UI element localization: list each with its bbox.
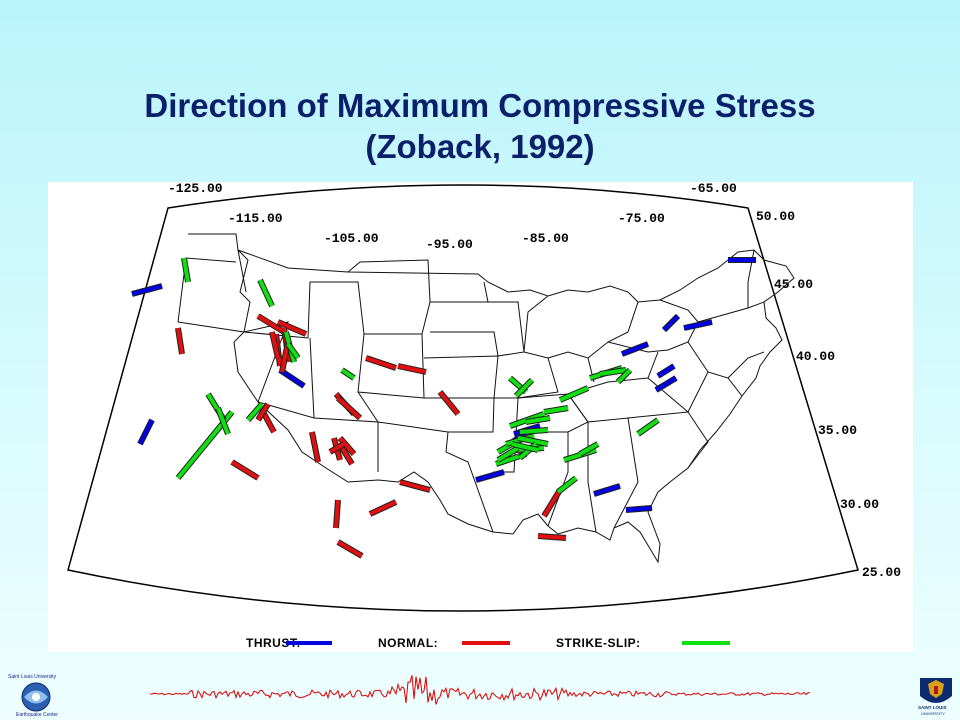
strike-slip-indicator xyxy=(616,368,632,384)
slide-title: Direction of Maximum Compressive Stress xyxy=(144,87,816,124)
strike-slip-indicator xyxy=(556,476,578,494)
lon-label: -75.00 xyxy=(618,211,665,226)
thrust-indicator xyxy=(475,470,505,482)
normal-indicator xyxy=(369,500,397,516)
right-logo-text-bottom: UNIVERSITY xyxy=(921,711,945,716)
strike-slip-indicator xyxy=(514,378,534,398)
normal-indicator xyxy=(310,431,320,463)
strike-slip-indicator xyxy=(182,257,190,283)
lon-label: -125.00 xyxy=(168,182,223,196)
normal-indicator xyxy=(277,320,307,336)
thrust-indicator xyxy=(138,419,154,445)
normal-indicator xyxy=(176,327,184,355)
strike-slip-indicator xyxy=(258,279,274,307)
thrust-indicator xyxy=(683,320,713,330)
normal-indicator xyxy=(270,331,280,359)
lon-label: -115.00 xyxy=(228,211,283,226)
lat-label: 40.00 xyxy=(796,349,835,364)
strike-slip-indicator xyxy=(511,442,539,452)
lon-label: -65.00 xyxy=(690,182,737,196)
strike-slip-indicator xyxy=(216,407,230,435)
thrust-indicator xyxy=(625,506,653,512)
strike-slip-indicator xyxy=(286,342,300,360)
thrust-indicator xyxy=(662,314,680,332)
thrust-indicator xyxy=(621,342,649,356)
thrust-indicator xyxy=(131,284,163,296)
normal-indicator xyxy=(256,402,270,422)
thrust-indicator xyxy=(656,364,676,378)
lat-label: 50.00 xyxy=(756,209,795,224)
strike-slip-indicator xyxy=(563,448,597,462)
strike-slip-indicator xyxy=(543,406,569,414)
lon-label: -105.00 xyxy=(324,231,379,246)
normal-indicator xyxy=(399,480,431,492)
stress-map: -125.00 -115.00 -105.00 -95.00 -85.00 -7… xyxy=(67,182,901,650)
lat-label: 35.00 xyxy=(818,423,857,438)
strike-slip-indicator xyxy=(559,386,589,402)
state-boundaries xyxy=(177,233,795,564)
slide-subtitle: (Zoback, 1992) xyxy=(365,128,595,165)
seismogram-trace xyxy=(150,675,810,705)
normal-indicator xyxy=(230,460,260,480)
left-logo-text-top: Saint Louis University xyxy=(8,674,57,680)
normal-indicator xyxy=(336,396,362,420)
saint-louis-university-logo: SAINT LOUIS UNIVERSITY xyxy=(918,678,952,716)
lon-label: -85.00 xyxy=(522,231,569,246)
stress-map-panel: -125.00 -115.00 -105.00 -95.00 -85.00 -7… xyxy=(48,182,913,652)
legend-label-thrust: THRUST: xyxy=(246,636,301,650)
strike-slip-indicator xyxy=(496,446,520,462)
stress-indicators xyxy=(131,257,756,559)
strike-slip-indicator xyxy=(517,436,549,446)
strike-slip-indicator xyxy=(525,416,551,424)
strike-slip-indicator xyxy=(519,428,549,434)
normal-indicator xyxy=(365,356,397,370)
right-logo-text-top: SAINT LOUIS xyxy=(918,705,947,710)
normal-indicator xyxy=(329,442,345,454)
normal-indicator xyxy=(340,446,354,466)
lat-label: 30.00 xyxy=(840,497,879,512)
normal-indicator xyxy=(256,314,286,334)
legend-label-normal: NORMAL: xyxy=(378,636,438,650)
map-frame xyxy=(67,184,859,612)
thrust-indicator xyxy=(654,376,678,392)
normal-indicator xyxy=(397,364,427,374)
normal-indicator xyxy=(338,436,356,456)
legend-label-strike-slip: STRIKE-SLIP: xyxy=(556,636,641,650)
strike-slip-indicator xyxy=(599,368,627,376)
strike-slip-indicator xyxy=(579,442,599,456)
lat-label: 45.00 xyxy=(774,277,813,292)
lat-label: 25.00 xyxy=(862,565,901,580)
lon-label: -95.00 xyxy=(426,237,473,252)
normal-indicator xyxy=(336,540,364,558)
thrust-indicator xyxy=(278,368,306,388)
legend: THRUST: NORMAL: STRIKE-SLIP: xyxy=(246,636,730,650)
normal-indicator xyxy=(537,534,567,540)
left-logo-text-bottom: Earthquake Center xyxy=(16,712,58,718)
strike-slip-indicator xyxy=(246,402,264,422)
strike-slip-indicator xyxy=(636,418,660,436)
earthquake-center-logo: Saint Louis University Earthquake Center xyxy=(8,674,58,718)
thrust-indicator xyxy=(593,484,621,496)
normal-indicator xyxy=(542,488,562,518)
strike-slip-indicator xyxy=(340,368,356,380)
normal-indicator xyxy=(438,390,460,416)
normal-indicator xyxy=(334,499,340,529)
